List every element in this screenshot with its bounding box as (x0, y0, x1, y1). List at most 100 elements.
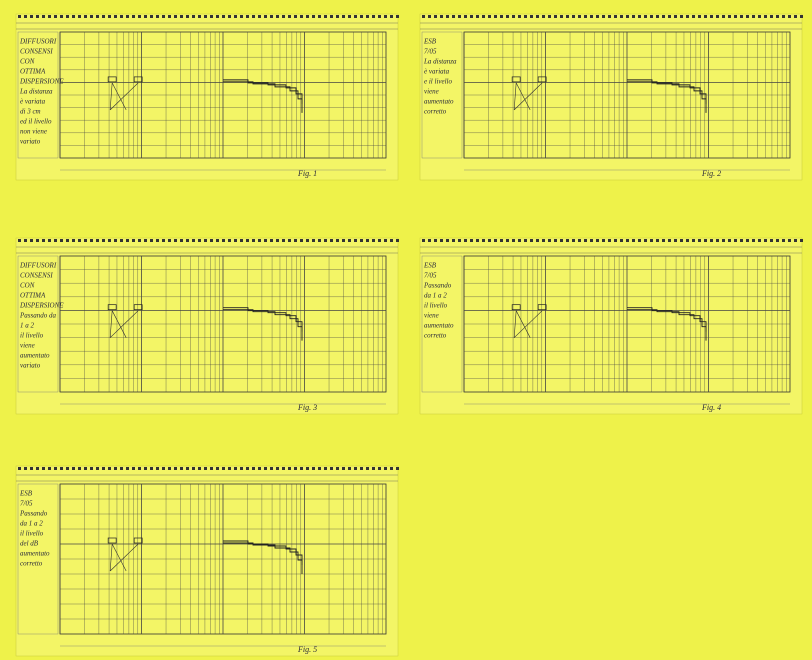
scan: DIFFUSORICONSENSICONOTTIMADISPERSIONELa … (0, 0, 812, 660)
perforation (734, 239, 737, 242)
perforation (734, 15, 737, 18)
perforation (452, 239, 455, 242)
perforation (192, 467, 195, 470)
perforation (180, 15, 183, 18)
perforation (192, 15, 195, 18)
perforation (506, 15, 509, 18)
handwritten-note: 1 a 2 (20, 322, 35, 330)
perforation (288, 239, 291, 242)
perforation (584, 15, 587, 18)
perforation (174, 467, 177, 470)
perforation (84, 15, 87, 18)
perforation (716, 239, 719, 242)
perforation (354, 239, 357, 242)
perforation (348, 467, 351, 470)
perforation (650, 239, 653, 242)
perforation (54, 15, 57, 18)
handwritten-note: ed il livello (20, 118, 52, 126)
perforation (300, 467, 303, 470)
perforation (306, 239, 309, 242)
perforation (770, 15, 773, 18)
perforation (674, 239, 677, 242)
perforation (626, 239, 629, 242)
perforation (204, 15, 207, 18)
perforation (794, 15, 797, 18)
perforation (312, 15, 315, 18)
sheet-background (420, 238, 802, 414)
perforation (252, 467, 255, 470)
sheet-background (16, 14, 398, 180)
perforation (186, 467, 189, 470)
perforation (722, 239, 725, 242)
perforation (312, 467, 315, 470)
perforation (264, 239, 267, 242)
perforation (348, 239, 351, 242)
perforation (246, 239, 249, 242)
perforation (330, 467, 333, 470)
perforation (300, 239, 303, 242)
handwritten-note: CON (20, 282, 35, 290)
perforation (318, 239, 321, 242)
perforation (48, 239, 51, 242)
perforation (102, 467, 105, 470)
perforation (638, 15, 641, 18)
perforation (36, 467, 39, 470)
perforation (500, 239, 503, 242)
perforation (476, 239, 479, 242)
perforation (234, 15, 237, 18)
perforation (144, 15, 147, 18)
perforation (488, 239, 491, 242)
handwritten-note: il livello (424, 302, 448, 310)
perforation (354, 15, 357, 18)
sheet-background (16, 238, 398, 414)
perforation (378, 467, 381, 470)
perforation (270, 467, 273, 470)
perforation (186, 15, 189, 18)
perforation (776, 239, 779, 242)
handwritten-note: viene (424, 88, 439, 96)
perforation (584, 239, 587, 242)
perforation (198, 239, 201, 242)
perforation (306, 15, 309, 18)
perforation (258, 467, 261, 470)
perforation (162, 15, 165, 18)
handwritten-note: DISPERSIONE (19, 78, 64, 86)
handwritten-note: La distanza (423, 58, 457, 66)
perforation (246, 15, 249, 18)
handwritten-note: OTTIMA (20, 68, 46, 76)
perforation (258, 15, 261, 18)
perforation (476, 15, 479, 18)
handwritten-note: corretto (424, 332, 447, 340)
perforation (614, 15, 617, 18)
perforation (644, 239, 647, 242)
perforation (674, 15, 677, 18)
perforation (602, 15, 605, 18)
perforation (378, 239, 381, 242)
handwritten-note: il livello (20, 530, 44, 538)
perforation (60, 467, 63, 470)
figure-label: Fig. 2 (701, 169, 721, 178)
perforation (156, 15, 159, 18)
perforation (30, 467, 33, 470)
perforation (716, 15, 719, 18)
perforation (614, 239, 617, 242)
perforation (342, 15, 345, 18)
perforation (608, 239, 611, 242)
perforation (512, 239, 515, 242)
perforation (396, 15, 399, 18)
perforation (126, 239, 129, 242)
perforation (390, 239, 393, 242)
perforation (764, 15, 767, 18)
chart-sheet: ESB7/05Passandoda 1 a 2il livellodel dBa… (16, 466, 399, 656)
perforation (192, 239, 195, 242)
perforation (72, 15, 75, 18)
handwritten-note: aumentato (20, 352, 50, 360)
perforation (300, 15, 303, 18)
perforation (692, 239, 695, 242)
perforation (366, 15, 369, 18)
handwritten-note: il livello (20, 332, 44, 340)
perforation (60, 15, 63, 18)
perforation (428, 15, 431, 18)
perforation (446, 15, 449, 18)
perforation (384, 15, 387, 18)
